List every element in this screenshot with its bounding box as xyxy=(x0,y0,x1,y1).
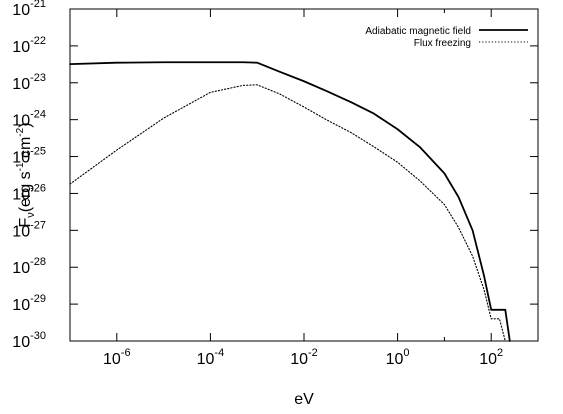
y-tick-label: 10-26 xyxy=(12,182,46,203)
y-tick-label-base: 10 xyxy=(12,113,30,130)
y-axis-label-subscript: ν xyxy=(25,212,37,218)
x-tick-label-base: 10 xyxy=(103,351,121,368)
y-tick-label-exponent: -30 xyxy=(30,330,46,342)
y-axis-label-main: F xyxy=(17,218,34,228)
y-axis-label-units-end: ) xyxy=(17,122,34,127)
series-adiabatic-magnetic-field xyxy=(69,61,511,342)
x-tick-label-exponent: -2 xyxy=(308,347,318,359)
series-flux-freezing xyxy=(69,84,506,342)
x-tick-label-exponent: -6 xyxy=(121,347,131,359)
x-tick-label-base: 10 xyxy=(386,351,404,368)
y-tick-label: 10-21 xyxy=(12,0,46,19)
y-tick-label-exponent: -27 xyxy=(30,219,46,231)
y-tick-label: 10-22 xyxy=(12,35,46,56)
y-tick-label-exponent: -28 xyxy=(30,256,46,268)
y-axis-label-units-mid: cm xyxy=(17,137,34,163)
x-axis-ticks xyxy=(116,9,492,341)
legend-label-flux-freezing: Flux freezing xyxy=(414,38,471,49)
x-tick-label: 100 xyxy=(386,347,410,368)
x-tick-label: 10-4 xyxy=(197,347,225,368)
x-tick-label-exponent: 2 xyxy=(497,347,503,359)
y-tick-label-exponent: -29 xyxy=(30,293,46,305)
y-axis-ticks xyxy=(70,8,538,342)
x-tick-label: 102 xyxy=(479,347,503,368)
y-tick-label: 10-29 xyxy=(12,293,46,314)
y-axis-label: Fν(erg s-1 cm-2) xyxy=(15,122,37,227)
y-tick-label-exponent: -21 xyxy=(30,0,46,10)
x-tick-label-exponent: 0 xyxy=(403,347,409,359)
y-tick-label-base: 10 xyxy=(12,223,30,240)
y-tick-label-exponent: -22 xyxy=(30,35,46,47)
y-axis-label-units-exp2: -2 xyxy=(15,127,26,136)
x-tick-label: 10-2 xyxy=(290,347,318,368)
y-axis-tick-labels: 10-2110-2210-2310-2410-2510-2610-2710-28… xyxy=(12,0,46,351)
y-tick-label: 10-24 xyxy=(12,109,46,130)
x-tick-label-base: 10 xyxy=(479,351,497,368)
x-tick-label-exponent: -4 xyxy=(214,347,224,359)
y-axis-label-units-exp1: -1 xyxy=(15,162,26,171)
y-tick-label-base: 10 xyxy=(12,76,30,93)
y-tick-label: 10-28 xyxy=(12,256,46,277)
legend: Adiabatic magnetic field Flux freezing xyxy=(365,26,528,49)
y-tick-label-base: 10 xyxy=(12,150,30,167)
y-tick-label: 10-25 xyxy=(12,146,46,167)
y-tick-label-exponent: -25 xyxy=(30,146,46,158)
x-tick-label-base: 10 xyxy=(290,351,308,368)
y-tick-label: 10-27 xyxy=(12,219,46,240)
y-tick-label-exponent: -24 xyxy=(30,109,46,121)
y-tick-label-base: 10 xyxy=(12,260,30,277)
y-tick-label-base: 10 xyxy=(12,334,30,351)
series-layer xyxy=(69,61,511,342)
plot-frame xyxy=(69,8,539,342)
x-tick-label: 10-6 xyxy=(103,347,131,368)
y-tick-label-base: 10 xyxy=(12,2,30,19)
x-axis-label: eV xyxy=(294,391,314,408)
y-tick-label: 10-23 xyxy=(12,72,46,93)
y-tick-label: 10-30 xyxy=(12,330,46,351)
y-tick-label-base: 10 xyxy=(12,39,30,56)
legend-label-adiabatic: Adiabatic magnetic field xyxy=(365,26,471,37)
y-axis-label-units: (erg s xyxy=(17,171,34,212)
y-tick-label-exponent: -26 xyxy=(30,182,46,194)
x-tick-label-base: 10 xyxy=(197,351,215,368)
y-tick-label-exponent: -23 xyxy=(30,72,46,84)
y-tick-label-base: 10 xyxy=(12,297,30,314)
x-axis-tick-labels: 10-6 10-4 10-2 100 102 xyxy=(103,347,503,368)
y-tick-label-base: 10 xyxy=(12,186,30,203)
